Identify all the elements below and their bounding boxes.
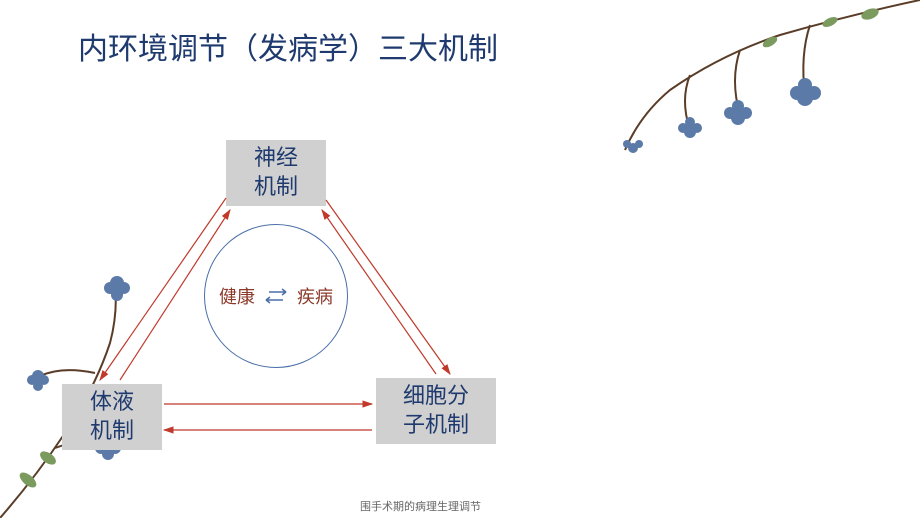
node-top-line2: 机制 xyxy=(254,173,298,202)
circle-left-text: 健康 xyxy=(219,283,255,309)
slide-footer: 围手术期的病理生理调节 xyxy=(360,498,481,514)
node-left-line2: 机制 xyxy=(90,417,134,446)
circle-right-text: 疾病 xyxy=(297,283,333,309)
center-circle: 健康 疾病 xyxy=(204,224,348,368)
slide-title: 内环境调节（发病学）三大机制 xyxy=(78,24,498,68)
double-arrow-icon xyxy=(261,287,291,305)
node-top-line1: 神经 xyxy=(254,144,298,173)
node-right-line1: 细胞分 xyxy=(403,382,469,411)
node-left-line1: 体液 xyxy=(90,388,134,417)
node-left: 体液 机制 xyxy=(62,384,162,450)
node-right-line2: 子机制 xyxy=(403,411,469,440)
node-right: 细胞分 子机制 xyxy=(376,378,496,444)
node-top: 神经 机制 xyxy=(226,140,326,206)
